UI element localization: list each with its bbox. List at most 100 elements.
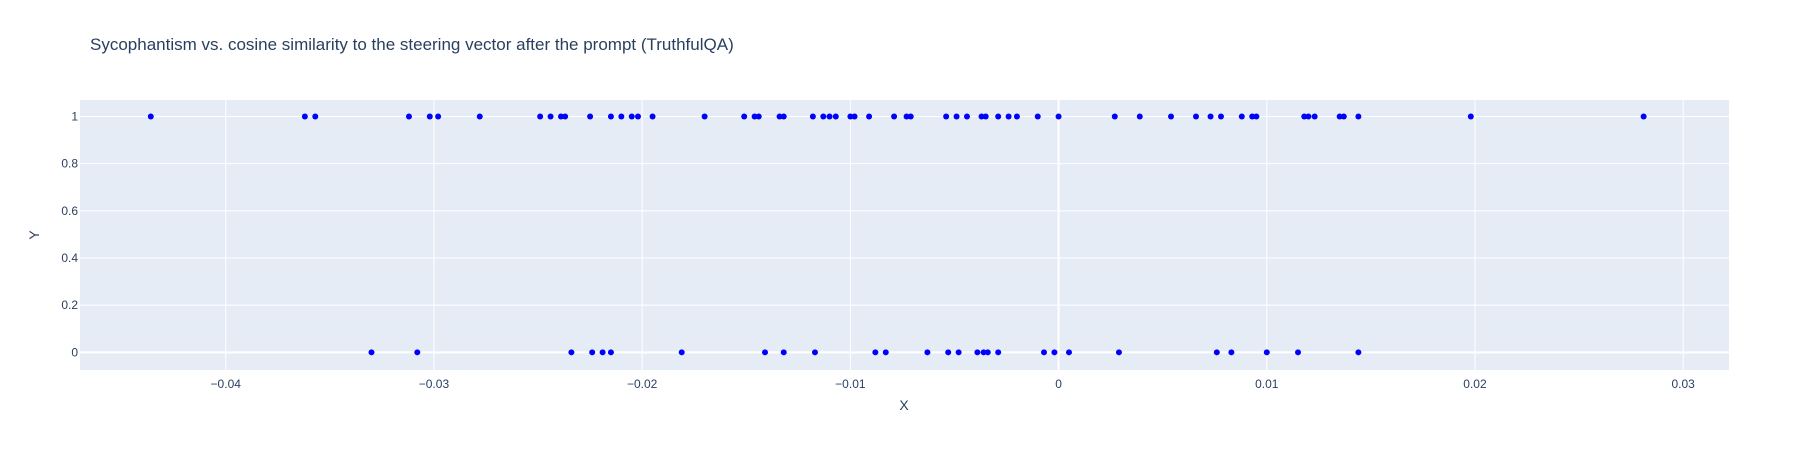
data-point[interactable] (1115, 349, 1122, 356)
data-point[interactable] (368, 349, 375, 356)
data-point[interactable] (1192, 113, 1199, 120)
data-point[interactable] (649, 113, 656, 120)
data-point[interactable] (1301, 113, 1308, 120)
x-tick-label: −0.04 (211, 377, 242, 391)
data-point[interactable] (832, 113, 839, 120)
y-tick-label: 0.6 (61, 204, 78, 218)
data-point[interactable] (476, 113, 483, 120)
data-point[interactable] (1040, 349, 1047, 356)
x-tick-label: −0.01 (835, 377, 866, 391)
data-point[interactable] (1238, 113, 1245, 120)
data-point[interactable] (701, 113, 708, 120)
data-point[interactable] (589, 349, 596, 356)
data-point[interactable] (562, 113, 569, 120)
data-point[interactable] (907, 113, 914, 120)
data-point[interactable] (945, 349, 952, 356)
y-tick-label: 0.4 (61, 251, 78, 265)
data-point[interactable] (1640, 113, 1647, 120)
data-point[interactable] (1467, 113, 1474, 120)
data-point[interactable] (1217, 113, 1224, 120)
data-point[interactable] (963, 113, 970, 120)
y-tick-label: 0.2 (61, 298, 78, 312)
data-point[interactable] (1005, 113, 1012, 120)
axis-ticks: −0.04 −0.03 −0.02 −0.01 0 0.01 0.02 0.03 0 0.2 0.4… (61, 110, 1695, 391)
data-point[interactable] (628, 113, 635, 120)
data-point[interactable] (995, 113, 1002, 120)
data-point[interactable] (762, 349, 769, 356)
data-point[interactable] (607, 349, 614, 356)
data-point[interactable] (866, 113, 873, 120)
y-axis-title: Y (26, 230, 42, 240)
data-point[interactable] (780, 349, 787, 356)
data-point[interactable] (1051, 349, 1058, 356)
data-point[interactable] (1336, 113, 1343, 120)
data-point[interactable] (1136, 113, 1143, 120)
data-point[interactable] (147, 113, 154, 120)
data-point[interactable] (1111, 113, 1118, 120)
data-point[interactable] (1305, 113, 1312, 120)
data-point[interactable] (1168, 113, 1175, 120)
data-point[interactable] (741, 113, 748, 120)
data-point[interactable] (980, 349, 987, 356)
data-point[interactable] (587, 113, 594, 120)
data-point[interactable] (547, 113, 554, 120)
data-point[interactable] (984, 349, 991, 356)
y-tick-label: 0 (71, 345, 78, 359)
x-tick-label: 0.02 (1463, 377, 1487, 391)
data-point[interactable] (955, 349, 962, 356)
data-point[interactable] (435, 113, 442, 120)
data-point[interactable] (851, 113, 858, 120)
data-point[interactable] (953, 113, 960, 120)
data-point[interactable] (607, 113, 614, 120)
data-point[interactable] (811, 349, 818, 356)
data-point[interactable] (634, 113, 641, 120)
data-point[interactable] (312, 113, 319, 120)
data-point[interactable] (826, 113, 833, 120)
data-point[interactable] (847, 113, 854, 120)
data-point[interactable] (1013, 113, 1020, 120)
data-point[interactable] (1253, 113, 1260, 120)
data-point[interactable] (809, 113, 816, 120)
data-point[interactable] (995, 349, 1002, 356)
data-point[interactable] (1355, 113, 1362, 120)
data-point[interactable] (924, 349, 931, 356)
data-point[interactable] (1034, 113, 1041, 120)
data-point[interactable] (751, 113, 758, 120)
data-point[interactable] (872, 349, 879, 356)
data-point[interactable] (891, 113, 898, 120)
data-point[interactable] (1207, 113, 1214, 120)
data-point[interactable] (903, 113, 910, 120)
data-point[interactable] (943, 113, 950, 120)
data-point[interactable] (882, 349, 889, 356)
data-point[interactable] (1355, 349, 1362, 356)
data-point[interactable] (820, 113, 827, 120)
data-point[interactable] (301, 113, 308, 120)
data-point[interactable] (780, 113, 787, 120)
data-point[interactable] (568, 349, 575, 356)
data-point[interactable] (678, 349, 685, 356)
data-point[interactable] (1228, 349, 1235, 356)
data-point[interactable] (599, 349, 606, 356)
data-point[interactable] (537, 113, 544, 120)
data-point[interactable] (1249, 113, 1256, 120)
data-point[interactable] (557, 113, 564, 120)
data-point[interactable] (618, 113, 625, 120)
data-point[interactable] (978, 113, 985, 120)
data-point[interactable] (1295, 349, 1302, 356)
data-point[interactable] (1065, 349, 1072, 356)
data-point[interactable] (1311, 113, 1318, 120)
y-tick-label: 0.8 (61, 157, 78, 171)
data-point[interactable] (982, 113, 989, 120)
chart-title: Sycophantism vs. cosine similarity to th… (90, 35, 734, 54)
data-point[interactable] (1340, 113, 1347, 120)
data-point[interactable] (974, 349, 981, 356)
data-point[interactable] (1213, 349, 1220, 356)
data-point[interactable] (1263, 349, 1270, 356)
data-point[interactable] (776, 113, 783, 120)
data-point[interactable] (414, 349, 421, 356)
data-point[interactable] (755, 113, 762, 120)
data-point[interactable] (1055, 113, 1062, 120)
data-point[interactable] (405, 113, 412, 120)
data-point[interactable] (426, 113, 433, 120)
